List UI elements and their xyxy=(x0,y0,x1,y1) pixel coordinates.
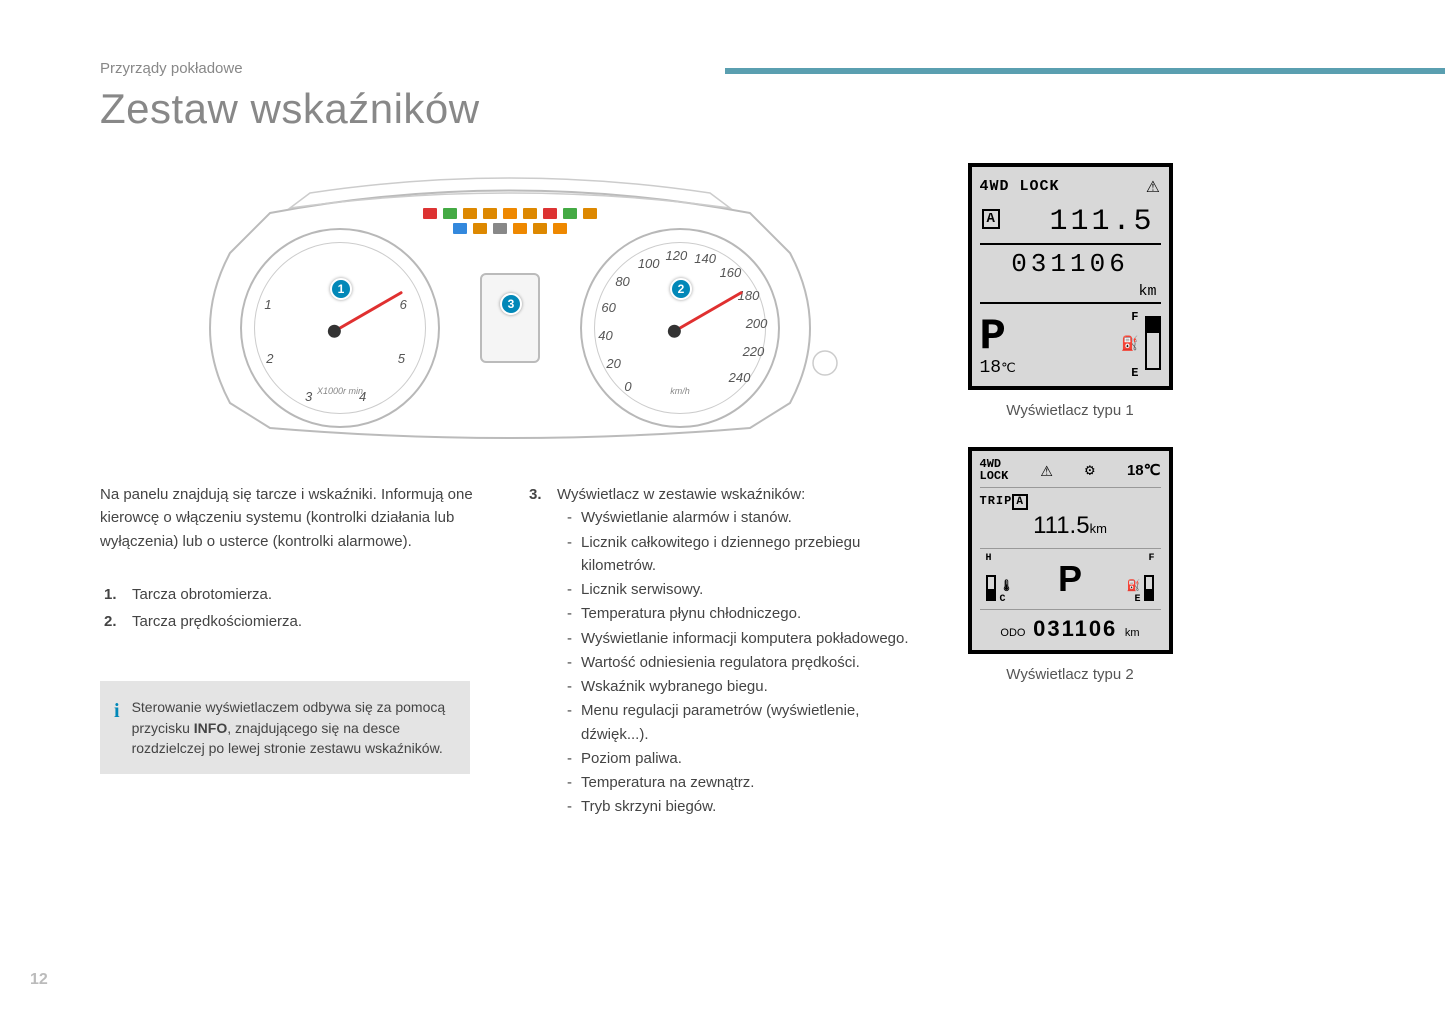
gauge-tick-label: 240 xyxy=(729,370,751,385)
indicator-light xyxy=(443,208,457,219)
sublist-item: Wyświetlanie alarmów i stanów. xyxy=(581,506,920,529)
d1-km-unit: km xyxy=(980,283,1161,304)
d1-trip-letter: A xyxy=(982,209,1000,229)
list-item-1: 1.Tarcza obrotomierza. xyxy=(104,583,495,606)
d2-mode: 4WDLOCK xyxy=(980,458,1009,482)
indicator-light xyxy=(473,223,487,234)
indicator-light xyxy=(583,208,597,219)
display1-caption: Wyświetlacz typu 1 xyxy=(950,402,1190,419)
d1-gear: P xyxy=(980,318,1006,358)
item2-text: Tarcza prędkościomierza. xyxy=(132,610,302,633)
display-type-2: 4WDLOCK ⚠ ⚙ 18℃ TRIPA 111.5km H 🌡 C xyxy=(968,447,1173,654)
d2-coolant-gauge: H 🌡 C xyxy=(982,553,1030,605)
speedometer-unit: km/h xyxy=(670,386,690,396)
item1-text: Tarcza obrotomierza. xyxy=(132,583,272,606)
d1-fuel-f: F xyxy=(1131,310,1138,324)
indicator-light xyxy=(483,208,497,219)
tachometer-gauge: 123456 X1000r min 1 xyxy=(240,228,440,428)
indicator-light xyxy=(423,208,437,219)
gauge-tick-label: 200 xyxy=(746,316,768,331)
item3-sublist: Wyświetlanie alarmów i stanów.Licznik ca… xyxy=(557,506,920,818)
fuel-pump-icon: ⛽ xyxy=(1127,579,1141,593)
indicator-light xyxy=(523,208,537,219)
gauge-tick-label: 140 xyxy=(694,251,716,266)
indicator-row-top xyxy=(423,208,597,219)
header-accent-bar xyxy=(725,68,1445,74)
intro-paragraph: Na panelu znajdują się tarcze i wskaźnik… xyxy=(100,483,495,553)
callout-1: 1 xyxy=(330,278,352,300)
gauge-tick-label: 100 xyxy=(638,256,660,271)
d2-trip-label: TRIPA xyxy=(980,494,1161,508)
sublist-item: Licznik serwisowy. xyxy=(581,578,920,601)
d1-trip-value: A 111.5 xyxy=(980,203,1161,245)
d2-gear: P xyxy=(1058,558,1082,600)
thermometer-icon: 🌡 xyxy=(1000,579,1014,593)
info-note-box: i Sterowanie wyświetlaczem odbywa się za… xyxy=(100,681,470,774)
gauge-tick-label: 80 xyxy=(615,274,629,289)
display-type-1: 4WD LOCK ⚠ A 111.5 031106 km P 18℃ F xyxy=(968,163,1173,390)
sublist-item: Licznik całkowitego i dziennego przebieg… xyxy=(581,531,920,578)
indicator-light xyxy=(503,208,517,219)
page-title: Zestaw wskaźników xyxy=(100,85,1345,133)
d1-odo: 031106 xyxy=(980,245,1161,283)
indicator-row-bottom xyxy=(453,223,567,234)
d2-odo: ODO 031106 km xyxy=(980,610,1161,642)
indicator-light xyxy=(563,208,577,219)
gauge-tick-label: 0 xyxy=(624,379,631,394)
indicator-light xyxy=(453,223,467,234)
page-number: 12 xyxy=(30,971,48,989)
gauge-tick-label: 220 xyxy=(743,344,765,359)
traction-off-icon: ⚙ xyxy=(1085,460,1095,480)
gauge-tick-label: 160 xyxy=(720,265,742,280)
indicator-light xyxy=(543,208,557,219)
indicator-light xyxy=(513,223,527,234)
sublist-item: Temperatura płynu chłodniczego. xyxy=(581,602,920,625)
sublist-item: Wskaźnik wybranego biegu. xyxy=(581,675,920,698)
indicator-light xyxy=(533,223,547,234)
d2-fuel-gauge: F ⛽ E xyxy=(1110,553,1158,605)
d1-mode: 4WD LOCK xyxy=(980,178,1060,195)
gauge-tick-label: 3 xyxy=(305,389,312,404)
sublist-item: Temperatura na zewnątrz. xyxy=(581,771,920,794)
gauge-tick-label: 20 xyxy=(606,356,620,371)
d1-fuel-e: E xyxy=(1131,366,1138,380)
d2-temp: 18℃ xyxy=(1127,461,1161,479)
center-display-box: 3 xyxy=(480,273,540,363)
tachometer-unit: X1000r min xyxy=(317,386,363,396)
indicator-light xyxy=(553,223,567,234)
warning-triangle-icon: ⚠ xyxy=(1146,173,1160,199)
list-item-2: 2.Tarcza prędkościomierza. xyxy=(104,610,495,633)
info-icon: i xyxy=(114,697,120,726)
sublist-item: Wyświetlanie informacji komputera pokład… xyxy=(581,627,920,650)
callout-2: 2 xyxy=(670,278,692,300)
gauge-tick-label: 60 xyxy=(601,300,615,315)
callout-3: 3 xyxy=(500,293,522,315)
sublist-item: Wartość odniesienia regulatora prędkości… xyxy=(581,651,920,674)
info-note-text: Sterowanie wyświetlaczem odbywa się za p… xyxy=(132,697,452,758)
gauge-tick-label: 120 xyxy=(666,248,688,263)
speedometer-gauge: 020406080100120140160180200220240 km/h 2 xyxy=(580,228,780,428)
indicator-light xyxy=(493,223,507,234)
sublist-item: Menu regulacji parametrów (wyświetlenie,… xyxy=(581,699,920,746)
d2-trip-value: 111.5km xyxy=(980,512,1161,540)
fuel-pump-icon: ⛽ xyxy=(1121,336,1138,353)
gauge-tick-label: 6 xyxy=(400,297,407,312)
gauge-tick-label: 2 xyxy=(266,351,273,366)
sublist-item: Poziom paliwa. xyxy=(581,747,920,770)
d1-temp: 18℃ xyxy=(980,358,1016,378)
d1-fuel-gauge: F ⛽ E xyxy=(1111,308,1161,378)
gauge-tick-label: 5 xyxy=(398,351,405,366)
gauge-tick-label: 1 xyxy=(264,297,271,312)
indicator-light xyxy=(463,208,477,219)
list-item-3: 3. Wyświetlacz w zestawie wskaźników: Wy… xyxy=(529,483,920,820)
gauge-tick-label: 40 xyxy=(598,328,612,343)
warning-triangle-icon: ⚠ xyxy=(1041,457,1053,483)
sublist-item: Tryb skrzyni biegów. xyxy=(581,795,920,818)
instrument-cluster-figure: 123456 X1000r min 1 3 020406080100120140… xyxy=(170,163,850,443)
display2-caption: Wyświetlacz typu 2 xyxy=(950,666,1190,683)
item3-head: Wyświetlacz w zestawie wskaźników: xyxy=(557,486,805,503)
